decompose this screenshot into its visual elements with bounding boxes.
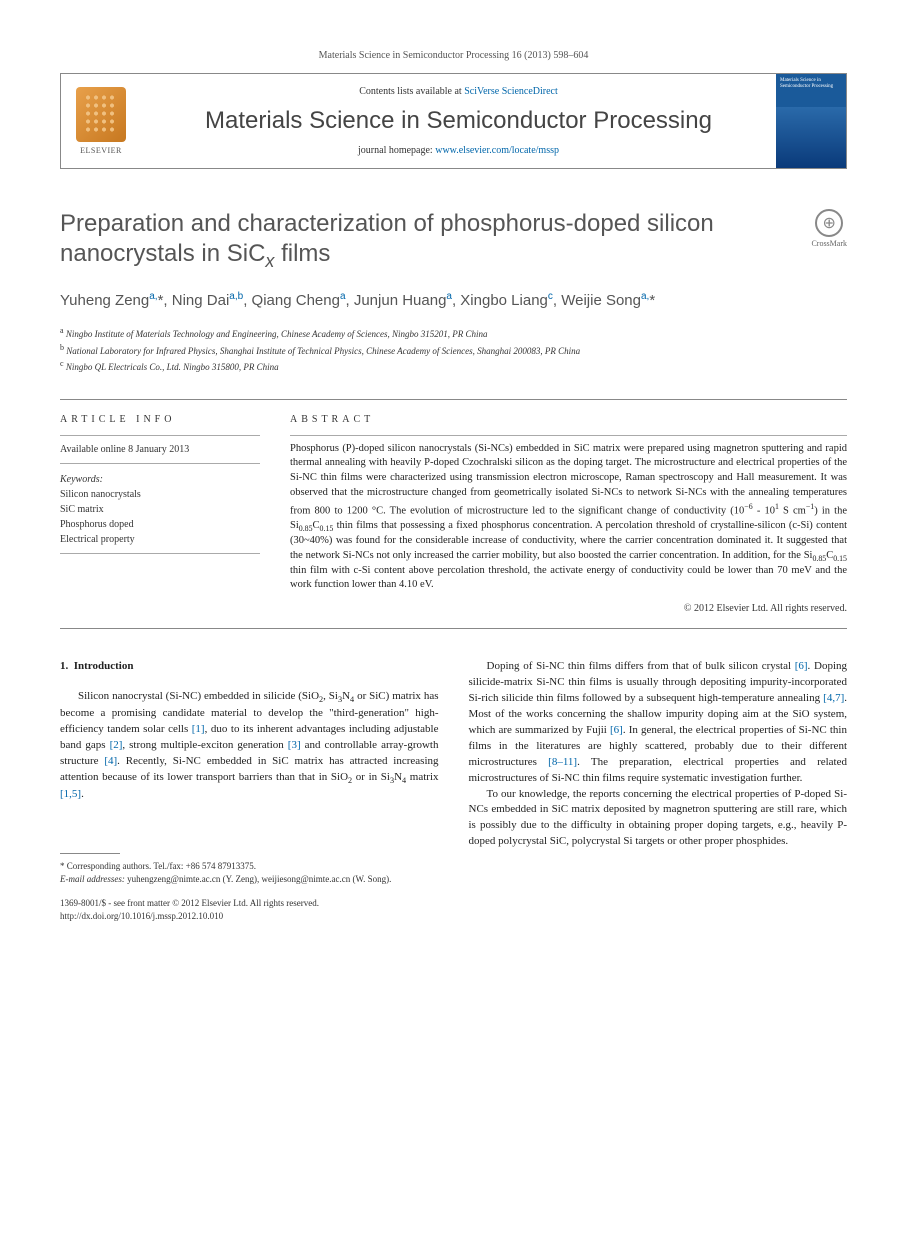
- email-addresses: E-mail addresses: yuhengzeng@nimte.ac.cn…: [60, 873, 439, 886]
- article-title: Preparation and characterization of phos…: [60, 209, 795, 272]
- article-info-heading: ARTICLE INFO: [60, 414, 260, 425]
- author-list: Yuheng Zenga,*, Ning Daia,b, Qiang Cheng…: [60, 290, 847, 311]
- contents-prefix: Contents lists available at: [359, 86, 464, 97]
- keyword: Electrical property: [60, 532, 260, 547]
- footnotes: * Corresponding authors. Tel./fax: +86 5…: [60, 860, 439, 885]
- column-left: 1. Introduction Silicon nanocrystal (Si-…: [60, 659, 439, 922]
- keyword: SiC matrix: [60, 502, 260, 517]
- crossmark-icon: ⊕: [815, 209, 843, 237]
- journal-cover-thumbnail[interactable]: Materials Science in Semiconductor Proce…: [776, 74, 846, 168]
- journal-reference: Materials Science in Semiconductor Proce…: [60, 50, 847, 61]
- section-heading: 1. Introduction: [60, 659, 439, 675]
- paragraph: To our knowledge, the reports concerning…: [469, 787, 848, 851]
- journal-homepage: journal homepage: www.elsevier.com/locat…: [151, 145, 766, 156]
- crossmark-badge[interactable]: ⊕ CrossMark: [811, 209, 847, 248]
- journal-title: Materials Science in Semiconductor Proce…: [151, 107, 766, 135]
- homepage-link[interactable]: www.elsevier.com/locate/mssp: [435, 145, 559, 156]
- available-online: Available online 8 January 2013: [60, 442, 260, 457]
- contents-available: Contents lists available at SciVerse Sci…: [151, 86, 766, 97]
- affiliation-b: b National Laboratory for Infrared Physi…: [60, 342, 847, 359]
- paragraph: Silicon nanocrystal (Si-NC) embedded in …: [60, 689, 439, 803]
- sciencedirect-link[interactable]: SciVerse ScienceDirect: [464, 86, 558, 97]
- homepage-prefix: journal homepage:: [358, 145, 435, 156]
- abstract-text: Phosphorus (P)-doped silicon nanocrystal…: [290, 442, 847, 593]
- column-right: Doping of Si-NC thin films differs from …: [469, 659, 848, 922]
- header-center: Contents lists available at SciVerse Sci…: [141, 74, 776, 168]
- publisher-name: ELSEVIER: [80, 146, 122, 155]
- paragraph: Doping of Si-NC thin films differs from …: [469, 659, 848, 787]
- doi-block: 1369-8001/$ - see front matter © 2012 El…: [60, 897, 439, 922]
- keywords-label: Keywords:: [60, 472, 260, 487]
- doi-link[interactable]: http://dx.doi.org/10.1016/j.mssp.2012.10…: [60, 910, 439, 923]
- journal-header: ELSEVIER Contents lists available at Sci…: [60, 73, 847, 169]
- keyword: Silicon nanocrystals: [60, 487, 260, 502]
- affiliation-a: a Ningbo Institute of Materials Technolo…: [60, 325, 847, 342]
- front-matter: 1369-8001/$ - see front matter © 2012 El…: [60, 897, 439, 910]
- affiliation-c: c Ningbo QL Electricals Co., Ltd. Ningbo…: [60, 358, 847, 375]
- abstract-heading: ABSTRACT: [290, 414, 847, 425]
- abstract-copyright: © 2012 Elsevier Ltd. All rights reserved…: [290, 603, 847, 614]
- article-info: ARTICLE INFO Available online 8 January …: [60, 414, 260, 614]
- publisher-logo[interactable]: ELSEVIER: [61, 74, 141, 168]
- elsevier-tree-icon: [76, 87, 126, 142]
- keyword: Phosphorus doped: [60, 517, 260, 532]
- affiliations: a Ningbo Institute of Materials Technolo…: [60, 325, 847, 375]
- abstract: ABSTRACT Phosphorus (P)-doped silicon na…: [290, 414, 847, 614]
- body-text: 1. Introduction Silicon nanocrystal (Si-…: [60, 659, 847, 922]
- cover-title: Materials Science in Semiconductor Proce…: [780, 78, 842, 90]
- corresponding-author: * Corresponding authors. Tel./fax: +86 5…: [60, 860, 439, 873]
- crossmark-label: CrossMark: [811, 239, 847, 248]
